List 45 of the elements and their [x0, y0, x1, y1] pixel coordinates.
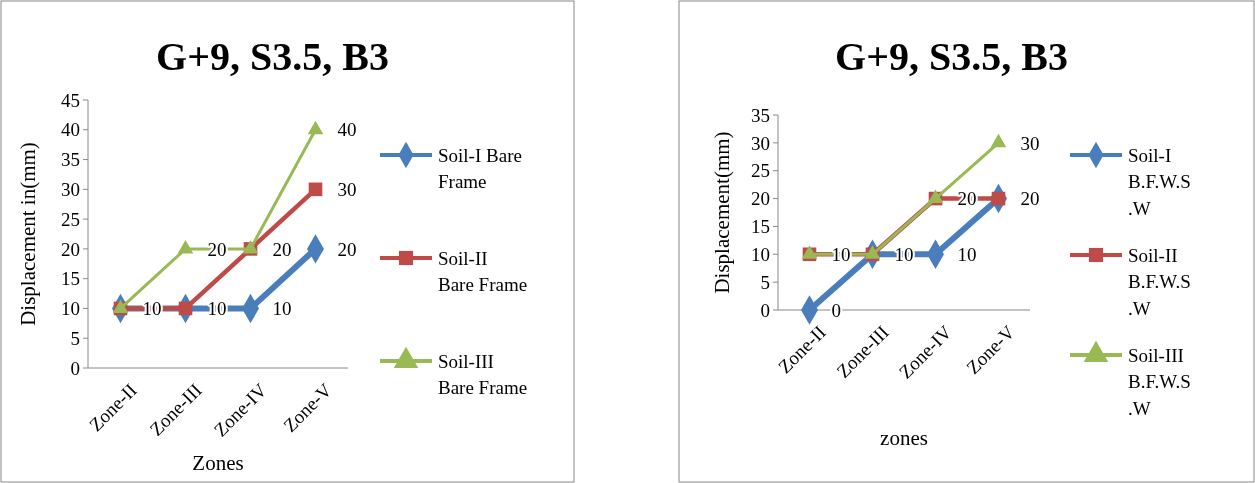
legend-label: Soil-II Bare Frame	[438, 247, 528, 296]
y-tick-label: 45	[61, 89, 80, 111]
legend-label: Soil-III Bare Frame	[438, 350, 528, 399]
y-tick-label: 0	[70, 357, 80, 379]
legend-label: Soil-III B.F.W.S.W	[1128, 344, 1191, 419]
data-label: 20	[957, 188, 977, 210]
y-tick-label: 20	[61, 238, 80, 260]
data-label: 40	[337, 119, 357, 141]
legend-label: Soil-II B.F.W.S.W	[1128, 244, 1191, 319]
legend-label: Soil-I Bare Frame	[438, 144, 522, 193]
y-tick-label: 40	[61, 119, 80, 141]
data-label: 10	[272, 298, 292, 320]
y-tick-label: 5	[760, 271, 770, 293]
data-label: 20	[272, 238, 292, 260]
x-axis-title: Zones	[192, 451, 244, 475]
point	[177, 239, 194, 254]
chart-title: G+9, S3.5, B3	[156, 34, 389, 79]
y-tick-label: 25	[751, 160, 770, 182]
y-tick-label: 15	[61, 268, 80, 290]
data-label: 30	[337, 178, 357, 200]
y-tick-label: 30	[61, 178, 80, 200]
point	[308, 182, 323, 197]
point	[178, 301, 193, 316]
y-tick-label: 20	[751, 188, 770, 210]
data-label: 20	[337, 238, 357, 260]
data-label: 30	[1020, 132, 1040, 154]
chart-title: G+9, S3.5, B3	[835, 34, 1068, 79]
data-label: 0	[831, 299, 841, 321]
y-tick-label: 10	[61, 298, 80, 320]
y-tick-label: 0	[760, 299, 770, 321]
data-label: 10	[957, 243, 977, 265]
y-tick-label: 10	[751, 243, 770, 265]
y-tick-label: 25	[61, 208, 80, 230]
y-tick-label: 15	[751, 216, 770, 238]
point	[307, 120, 324, 135]
legend-label: Soil-I B.F.W.S.W	[1128, 144, 1191, 219]
y-tick-label: 5	[70, 327, 80, 349]
x-axis-title: zones	[880, 426, 928, 450]
y-tick-label: 35	[751, 104, 770, 126]
y-tick-label: 35	[61, 149, 80, 171]
point	[990, 133, 1007, 148]
y-axis-title: Displacement(mm)	[710, 131, 735, 294]
y-axis-title: Displacement in(mm)	[16, 142, 41, 326]
y-tick-label: 30	[751, 132, 770, 154]
data-label: 20	[1020, 188, 1040, 210]
